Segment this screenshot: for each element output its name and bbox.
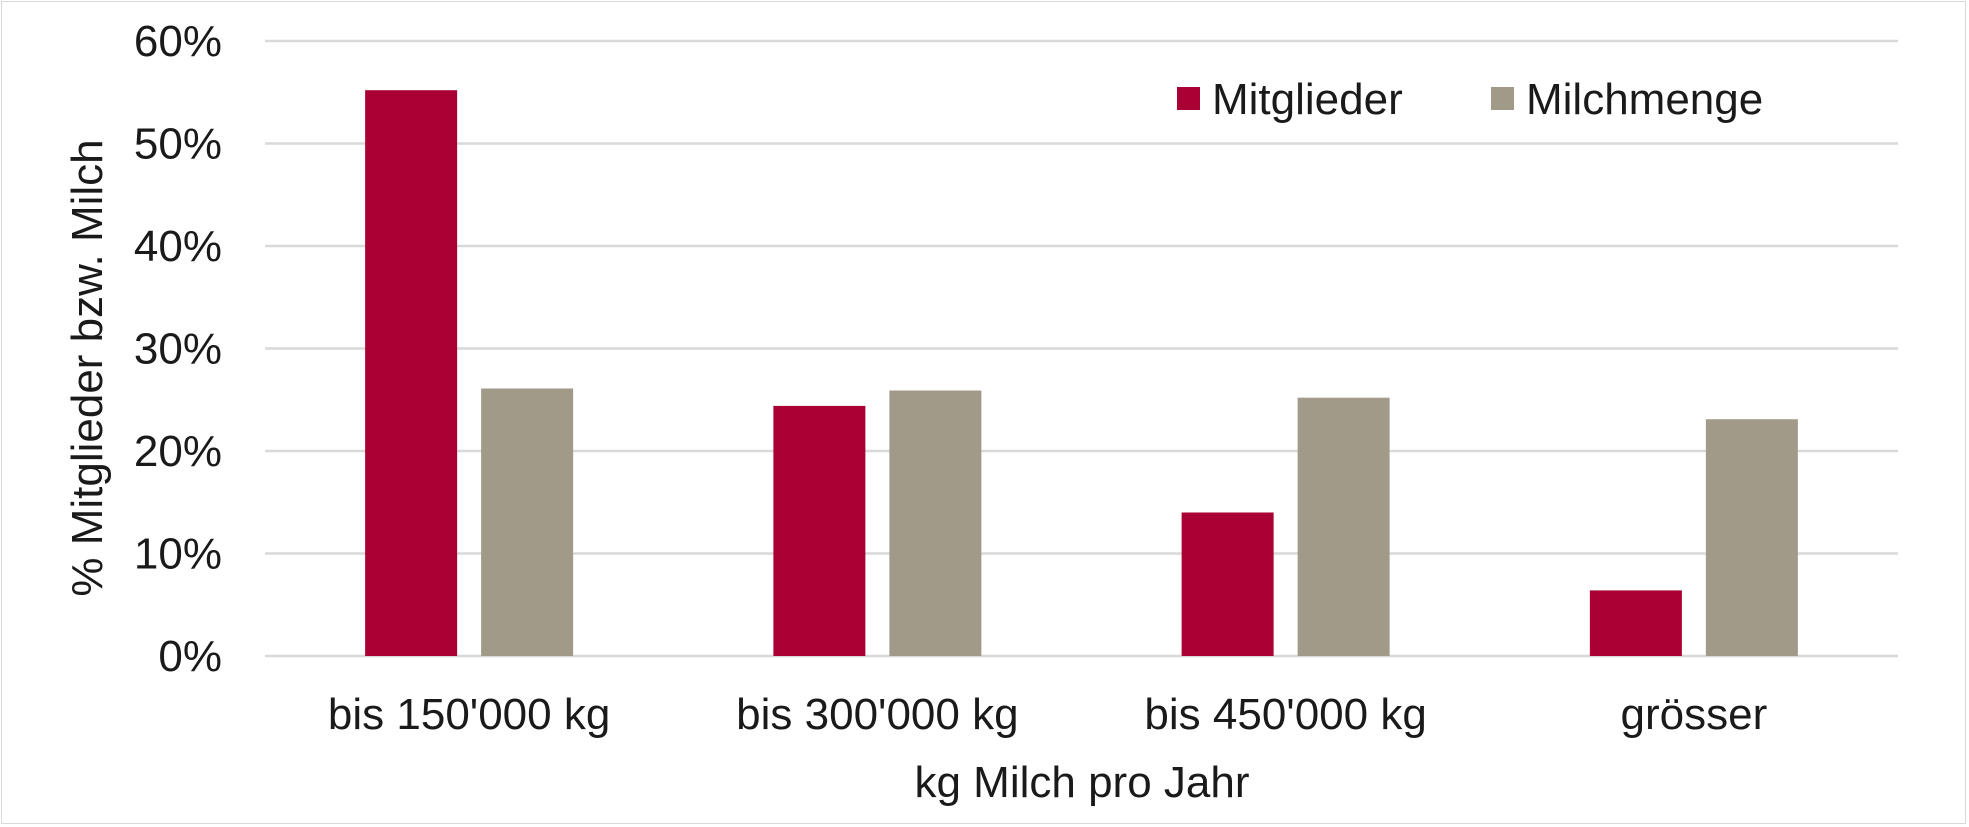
legend-swatch-mitglieder — [1177, 87, 1200, 110]
bar-milchmenge-3 — [1297, 397, 1390, 656]
bar-milchmenge-1 — [481, 388, 574, 656]
legend: Mitglieder Milchmenge — [1177, 75, 1763, 124]
y-tick-label: 20% — [134, 427, 222, 476]
x-category-labels: bis 150'000 kg bis 300'000 kg bis 450'000 … — [328, 690, 1767, 739]
y-tick-label: 60% — [134, 17, 222, 66]
y-tick-label: 50% — [134, 120, 222, 169]
legend-label-milchmenge: Milchmenge — [1526, 75, 1763, 124]
bars — [365, 90, 1798, 656]
x-category-label: bis 300'000 kg — [736, 690, 1018, 739]
y-tick-label: 0% — [158, 632, 222, 681]
y-axis-title: % Mitglieder bzw. Milch — [63, 139, 112, 596]
x-axis-title: kg Milch pro Jahr — [914, 758, 1249, 807]
bar-milchmenge-4 — [1705, 419, 1798, 656]
bar-milchmenge-2 — [889, 390, 982, 656]
y-tick-label: 40% — [134, 222, 222, 271]
x-category-label: grösser — [1621, 690, 1768, 739]
bar-mitglieder-2 — [773, 405, 866, 656]
bar-mitglieder-1 — [365, 90, 458, 656]
legend-label-mitglieder: Mitglieder — [1212, 75, 1403, 124]
y-tick-label: 30% — [134, 325, 222, 374]
x-category-label: bis 450'000 kg — [1144, 690, 1426, 739]
x-category-label: bis 150'000 kg — [328, 690, 610, 739]
y-tick-labels: 0% 10% 20% 30% 40% 50% 60% — [134, 17, 222, 681]
legend-swatch-milchmenge — [1491, 87, 1514, 110]
bar-mitglieder-3 — [1181, 512, 1274, 656]
y-tick-label: 10% — [134, 530, 222, 579]
bar-mitglieder-4 — [1589, 590, 1682, 656]
